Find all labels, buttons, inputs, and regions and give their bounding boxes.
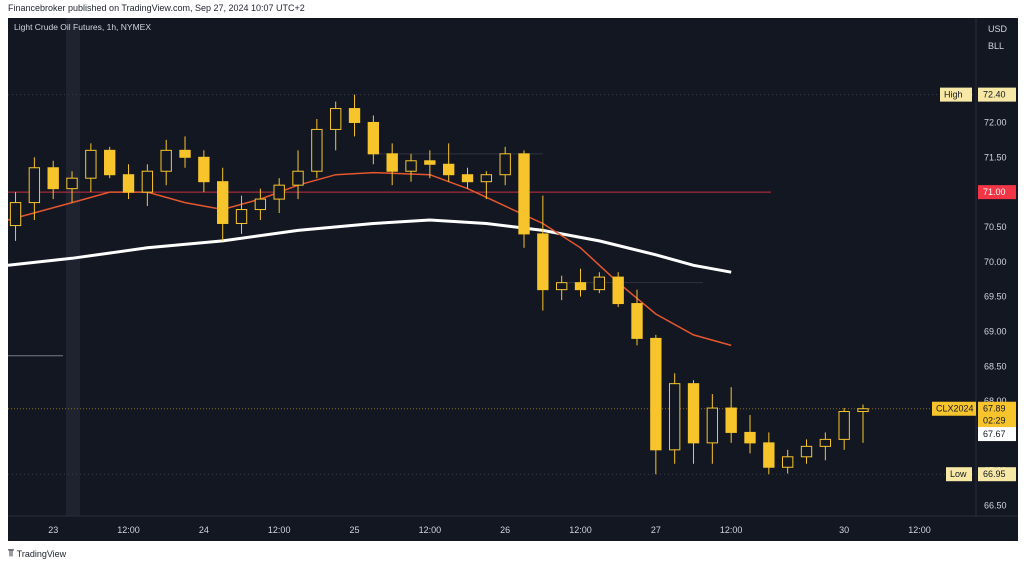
candle-body[interactable] (593, 276, 606, 291)
candle-body[interactable] (198, 156, 210, 183)
publisher-caption: Financebroker published on TradingView.c… (8, 3, 305, 13)
candle-body[interactable] (725, 407, 737, 433)
high-price-tag-label-bg (940, 87, 972, 102)
candle-body[interactable] (574, 282, 587, 291)
candle-body[interactable] (800, 445, 813, 458)
candle-body[interactable] (235, 209, 248, 224)
candle-body[interactable] (386, 153, 398, 172)
last-symbol-bg (932, 401, 976, 416)
bid-value-bg (978, 427, 1016, 442)
candle-body[interactable] (122, 174, 135, 193)
candle-body[interactable] (28, 167, 41, 204)
y-tick-label: 66.50 (984, 501, 1007, 511)
candle-body[interactable] (518, 153, 530, 235)
candle-body[interactable] (273, 184, 285, 200)
candle-body[interactable] (348, 108, 361, 123)
candle-body[interactable] (499, 153, 511, 176)
candle-body[interactable] (66, 177, 78, 190)
low-price-tag-value-bg (978, 467, 1016, 482)
chart-title: Light Crude Oil Futures, 1h, NYMEX (14, 22, 151, 32)
candle-body[interactable] (763, 442, 775, 468)
y-tick-label: 72.00 (984, 117, 1007, 127)
x-tick-label: 24 (199, 525, 209, 535)
x-tick-label: 12:00 (908, 525, 931, 535)
candle-body[interactable] (85, 149, 97, 179)
candle-body[interactable] (631, 303, 643, 339)
tradingview-logo-icon: ⫪ (8, 548, 14, 559)
footer-brand-name: TradingView (16, 548, 67, 559)
candle-body[interactable] (650, 337, 662, 451)
last-symbol-label: CLX2024 (936, 404, 974, 414)
candle-body[interactable] (141, 170, 154, 193)
candle-body[interactable] (612, 276, 624, 305)
x-tick-label: 23 (48, 525, 58, 535)
bid-value: 67.67 (983, 429, 1006, 439)
chart-panel[interactable]: 72.00 71.50 71.00 70.50 70.00 69.50 69.00 68.50… (8, 18, 1018, 541)
candle-body[interactable] (47, 167, 59, 190)
high-price-tag-value-bg (978, 87, 1016, 102)
ema-fast-line (8, 171, 732, 347)
candle-body[interactable] (367, 121, 380, 155)
y-tick-label: 68.50 (984, 361, 1007, 371)
last-value-bg (978, 401, 1016, 428)
x-tick-label: 12:00 (268, 525, 291, 535)
candle-body[interactable] (480, 174, 493, 183)
candle-body[interactable] (706, 407, 719, 444)
candle-body[interactable] (838, 411, 850, 440)
candle-body[interactable] (424, 160, 436, 165)
candle-body[interactable] (443, 163, 455, 176)
currency-label: USD (988, 24, 1008, 34)
y-tick-label: 70.50 (984, 222, 1007, 232)
x-tick-label: 12:00 (419, 525, 442, 535)
unit-label: BLL (988, 41, 1004, 51)
candle-body[interactable] (687, 383, 700, 444)
low-price-tag-label: Low (950, 469, 967, 479)
x-tick-label: 27 (651, 525, 661, 535)
resistance-value: 71.00 (983, 187, 1006, 197)
x-tick-label: 25 (350, 525, 360, 535)
low-price-tag-label-bg (946, 467, 972, 482)
candle-body[interactable] (857, 408, 869, 413)
low-price-tag-value: 66.95 (983, 469, 1006, 479)
high-price-tag-label: High (944, 90, 963, 100)
last-value: 67.89 (983, 404, 1006, 414)
candle-body[interactable] (330, 108, 342, 130)
y-tick-label: 69.50 (984, 292, 1007, 302)
footer-brand: ⫪ TradingView (8, 548, 66, 559)
y-tick-label: 68.00 (984, 396, 1007, 406)
candle-body[interactable] (179, 149, 191, 158)
candle-body[interactable] (254, 198, 267, 211)
x-tick-label: 12:00 (117, 525, 140, 535)
session-shade (66, 18, 80, 516)
candle-body[interactable] (9, 202, 22, 227)
candle-body[interactable] (781, 456, 794, 468)
y-tick-label: 71.50 (984, 152, 1007, 162)
x-tick-label: 26 (500, 525, 510, 535)
candle-body[interactable] (104, 149, 116, 176)
candle-body[interactable] (819, 438, 832, 447)
candle-body[interactable] (217, 181, 229, 224)
x-tick-label: 12:00 (569, 525, 592, 535)
candle-body[interactable] (160, 149, 172, 172)
y-tick-label: 70.00 (984, 257, 1007, 267)
candle-body[interactable] (744, 431, 756, 444)
y-tick-label: 69.00 (984, 326, 1007, 336)
high-price-tag-value: 72.40 (983, 90, 1006, 100)
candle-body[interactable] (556, 282, 568, 291)
candle-body[interactable] (405, 160, 417, 172)
candlestick-chart[interactable]: 72.00 71.50 71.00 70.50 70.00 69.50 69.00 68.50… (8, 18, 1018, 541)
sma-slow-line (8, 218, 732, 274)
candle-body[interactable] (668, 383, 681, 451)
bar-countdown: 02:29 (983, 416, 1006, 426)
x-tick-label: 12:00 (720, 525, 743, 535)
resistance-value-bg (978, 185, 1016, 200)
candle-body[interactable] (461, 174, 474, 183)
candle-body[interactable] (292, 170, 304, 186)
x-tick-label: 30 (839, 525, 849, 535)
candle-body[interactable] (311, 128, 323, 172)
candle-body[interactable] (537, 233, 549, 291)
